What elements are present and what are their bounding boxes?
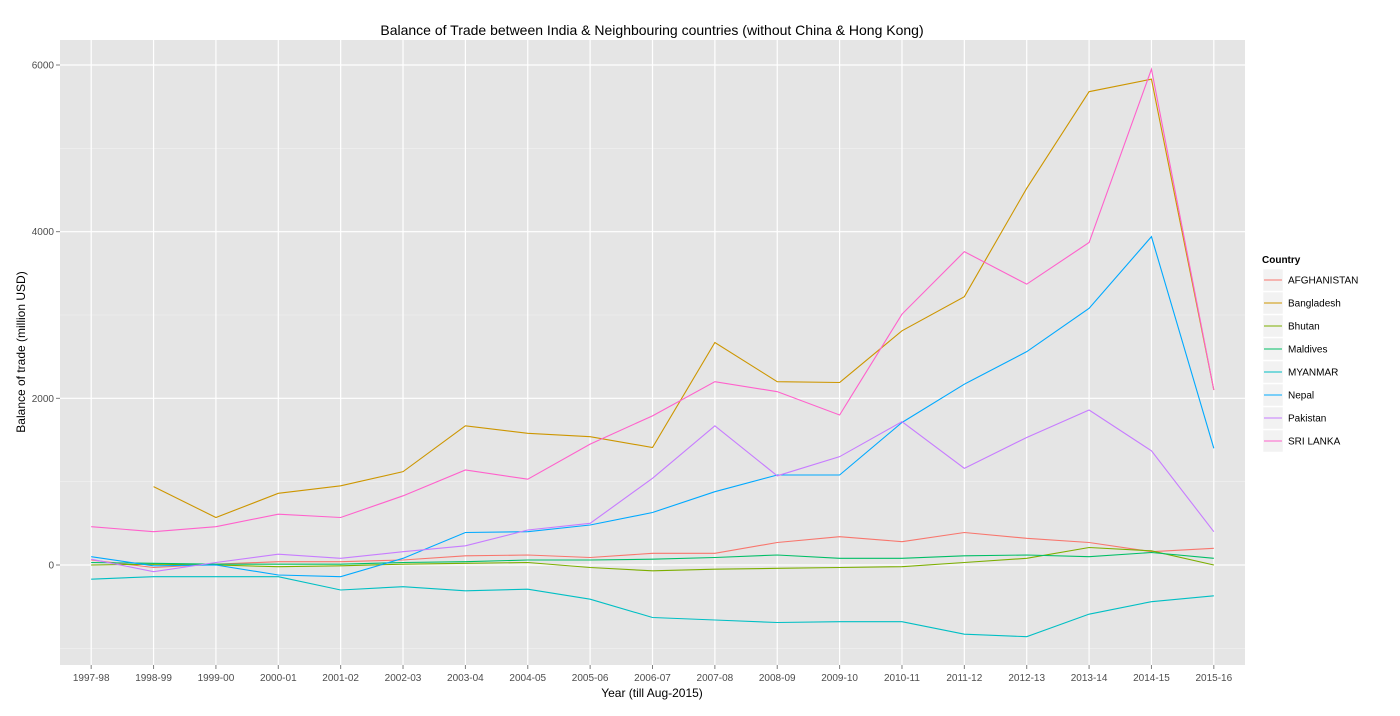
series-line-nepal	[91, 235, 1215, 578]
series-line-maldives	[91, 551, 1214, 565]
legend-label: Bangladesh	[1288, 299, 1341, 310]
legend-item: Nepal	[1262, 383, 1314, 407]
y-axis: 0 2000 4000 6000	[32, 61, 60, 572]
series-line-sri-lanka	[91, 67, 1215, 533]
series-line-bangladesh	[153, 78, 1215, 519]
x-tick-label: 2003-04	[447, 673, 484, 684]
x-tick-label: 2007-08	[697, 673, 734, 684]
legend-label: AFGHANISTAN	[1288, 276, 1358, 287]
legend-item: MYANMAR	[1262, 360, 1338, 384]
legend-label: SRI LANKA	[1288, 437, 1341, 448]
x-tick-label: 2009-10	[821, 673, 858, 684]
y-tick-label: 6000	[32, 61, 55, 72]
series-lines	[91, 67, 1215, 638]
x-tick-label: 1997-98	[73, 673, 110, 684]
x-tick-label: 2010-11	[884, 673, 920, 684]
x-tick-label: 2013-14	[1071, 673, 1108, 684]
x-tick-label: 2006-07	[634, 673, 671, 684]
legend-label: Pakistan	[1288, 414, 1326, 425]
x-tick-label: 2000-01	[260, 673, 297, 684]
x-tick-label: 2014-15	[1133, 673, 1170, 684]
legend-item: AFGHANISTAN	[1262, 268, 1358, 292]
major-gridlines	[60, 40, 1245, 665]
series-line-bhutan	[91, 546, 1214, 572]
legend-item: Pakistan	[1262, 406, 1326, 430]
y-tick-label: 4000	[32, 227, 55, 238]
x-tick-label: 1998-99	[135, 673, 172, 684]
y-tick-label: 0	[48, 561, 54, 572]
series-line-afghanistan	[91, 531, 1214, 569]
x-tick-label: 2015-16	[1195, 673, 1232, 684]
x-tick-label: 2001-02	[322, 673, 359, 684]
legend-items: AFGHANISTAN Bangladesh Bhutan Maldives MYANM…	[1262, 268, 1358, 453]
legend-title: Country	[1262, 255, 1301, 266]
legend-item: Bhutan	[1262, 314, 1320, 338]
x-tick-label: 2002-03	[385, 673, 422, 684]
x-tick-label: 2012-13	[1008, 673, 1045, 684]
legend-item: Maldives	[1262, 337, 1327, 361]
x-tick-label: 2004-05	[509, 673, 546, 684]
chart-title: Balance of Trade between India & Neighbo…	[380, 22, 923, 38]
legend-label: Nepal	[1288, 391, 1314, 402]
x-tick-label: 2008-09	[759, 673, 796, 684]
series-line-myanmar	[91, 576, 1214, 638]
x-axis: 1997-98 1998-99 1999-00 2000-01 2001-02 2002-…	[73, 665, 1233, 684]
legend-item: SRI LANKA	[1262, 429, 1341, 453]
legend-label: Maldives	[1288, 345, 1327, 356]
legend-label: Bhutan	[1288, 322, 1320, 333]
legend-label: MYANMAR	[1288, 368, 1338, 379]
legend: Country AFGHANISTAN Bangladesh Bhutan Maldi…	[1262, 255, 1358, 453]
series-line-pakistan	[91, 409, 1215, 573]
y-axis-title: Balance of trade (million USD)	[14, 271, 28, 432]
x-tick-label: 1999-00	[198, 673, 235, 684]
x-tick-label: 2011-12	[946, 673, 982, 684]
x-axis-title: Year (till Aug-2015)	[601, 686, 703, 700]
legend-item: Bangladesh	[1262, 291, 1341, 315]
y-tick-label: 2000	[32, 394, 55, 405]
x-tick-label: 2005-06	[572, 673, 609, 684]
